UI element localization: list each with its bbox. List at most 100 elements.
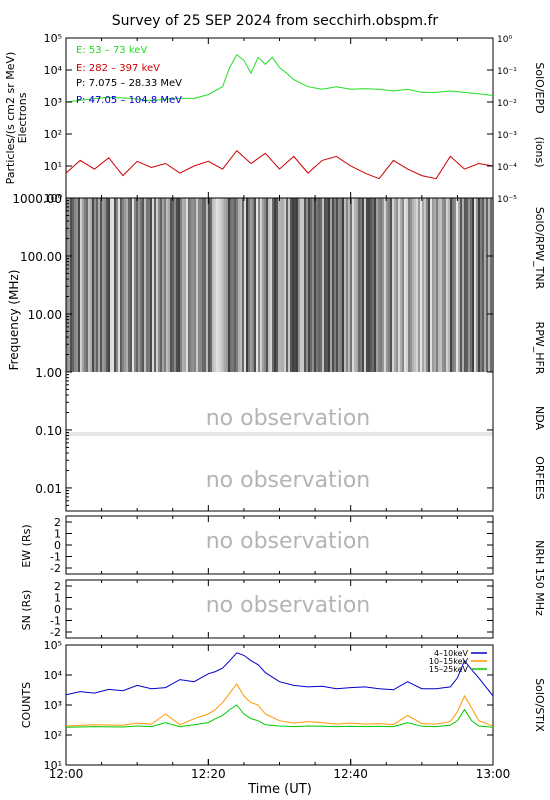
tnr-stripe — [152, 198, 154, 372]
tnr-stripe — [272, 198, 274, 372]
tnr-stripe — [250, 198, 252, 372]
tnr-stripe — [160, 198, 162, 372]
tnr-stripe — [228, 198, 230, 372]
tnr-stripe — [248, 198, 250, 372]
stix-ticks: 10¹ 10² 10³ 10⁴ 10⁵ — [44, 639, 493, 772]
tnr-stripe — [486, 198, 488, 372]
tnr-stripe — [436, 198, 438, 372]
nrh-ew-tick-label: -1 — [50, 551, 61, 564]
epd-legend-e2: E: 282 – 397 keV — [76, 63, 160, 74]
tnr-stripe — [262, 198, 264, 372]
x-axis: 12:00 12:20 12:40 13:00 — [49, 38, 510, 781]
tnr-stripe — [240, 198, 242, 372]
nrh-sn-tick-label: 2 — [54, 580, 61, 593]
tnr-stripe — [82, 198, 84, 372]
tnr-stripe — [476, 198, 478, 372]
radio-tick-label: 0.01 — [35, 482, 62, 496]
tnr-stripe — [388, 198, 390, 372]
tnr-stripe — [156, 198, 158, 372]
tnr-stripe — [204, 198, 206, 372]
tnr-stripe — [220, 198, 222, 372]
tnr-stripe — [196, 198, 198, 372]
nda-label: NDA — [533, 406, 546, 431]
tnr-stripe — [282, 198, 284, 372]
tnr-stripe — [148, 198, 150, 372]
nrh-ew-tick-label: 1 — [54, 528, 61, 541]
tnr-stripe — [146, 198, 148, 372]
tnr-stripe — [488, 198, 490, 372]
tnr-stripe — [338, 198, 340, 372]
nrh-ew-tick-label: -2 — [50, 562, 61, 575]
tnr-stripe — [72, 198, 74, 372]
tnr-stripe — [384, 198, 386, 372]
tnr-stripe — [86, 198, 88, 372]
tnr-stripe — [426, 198, 428, 372]
epd-series-line — [66, 53, 493, 103]
tnr-stripe — [444, 198, 446, 372]
tnr-stripe — [286, 198, 288, 372]
tnr-stripe — [310, 198, 312, 372]
tnr-stripe — [172, 198, 174, 372]
tnr-stripe — [270, 198, 272, 372]
stix-tick-label: 10⁵ — [44, 639, 62, 652]
tnr-stripe — [198, 198, 200, 372]
tnr-stripe — [232, 198, 234, 372]
tnr-stripe — [344, 198, 346, 372]
tnr-stripe — [422, 198, 424, 372]
stix-series-line — [66, 683, 493, 727]
nrh-label: NRH 150 MHz — [533, 540, 546, 616]
tnr-stripe — [490, 198, 492, 372]
tnr-stripe — [104, 198, 106, 372]
epd-series-group — [66, 53, 493, 180]
tnr-stripe — [290, 198, 292, 372]
tnr-stripe — [80, 198, 82, 372]
radio-tick-label: 1.00 — [35, 366, 62, 380]
tnr-stripe — [298, 198, 300, 372]
tnr-stripe — [194, 198, 196, 372]
x-tick-label: 12:40 — [333, 767, 368, 781]
epd-right-tick-label: 10⁻² — [497, 99, 517, 109]
tnr-stripe — [460, 198, 462, 372]
stix-legend-10-15: 10–15keV — [429, 657, 469, 666]
tnr-stripe — [114, 198, 116, 372]
tnr-stripe — [354, 198, 356, 372]
tnr-stripe — [342, 198, 344, 372]
tnr-stripe — [188, 198, 190, 372]
tnr-stripe — [186, 198, 188, 372]
tnr-stripe — [462, 198, 464, 372]
tnr-stripe — [154, 198, 156, 372]
tnr-stripe — [360, 198, 362, 372]
tnr-stripe — [370, 198, 372, 372]
tnr-stripe — [402, 198, 404, 372]
radio-ylabel: Frequency (MHz) — [7, 270, 21, 371]
tnr-stripe — [234, 198, 236, 372]
radio-tick-label: 0.10 — [35, 424, 62, 438]
tnr-stripe — [170, 198, 172, 372]
tnr-stripe — [124, 198, 126, 372]
stix-panel: 10¹ 10² 10³ 10⁴ 10⁵ COUNTS SolO/STIX 4–10keV… — [20, 639, 546, 772]
tnr-stripe — [192, 198, 194, 372]
tnr-stripe — [100, 198, 102, 372]
nrh-ew-tick-label: 0 — [54, 539, 61, 552]
tnr-stripe — [300, 198, 302, 372]
tnr-stripe — [322, 198, 324, 372]
tnr-stripe — [358, 198, 360, 372]
tnr-stripe — [390, 198, 392, 372]
tnr-stripe — [206, 198, 208, 372]
tnr-stripe — [372, 198, 374, 372]
nrh-ew-ticks: 210-1-2 — [50, 516, 493, 575]
tnr-stripe — [246, 198, 248, 372]
tnr-stripe — [380, 198, 382, 372]
tnr-stripe — [278, 198, 280, 372]
tnr-stripe — [378, 198, 380, 372]
tnr-stripe — [400, 198, 402, 372]
nrh-sn-tick-label: -2 — [50, 626, 61, 639]
tnr-stripe — [364, 198, 366, 372]
stix-tick-label: 10³ — [44, 699, 62, 712]
tnr-stripe — [394, 198, 396, 372]
tnr-stripe — [84, 198, 86, 372]
radio-tick-label: 10.00 — [28, 308, 62, 322]
tnr-stripe — [276, 198, 278, 372]
tnr-stripe — [128, 198, 130, 372]
tnr-stripe — [74, 198, 76, 372]
